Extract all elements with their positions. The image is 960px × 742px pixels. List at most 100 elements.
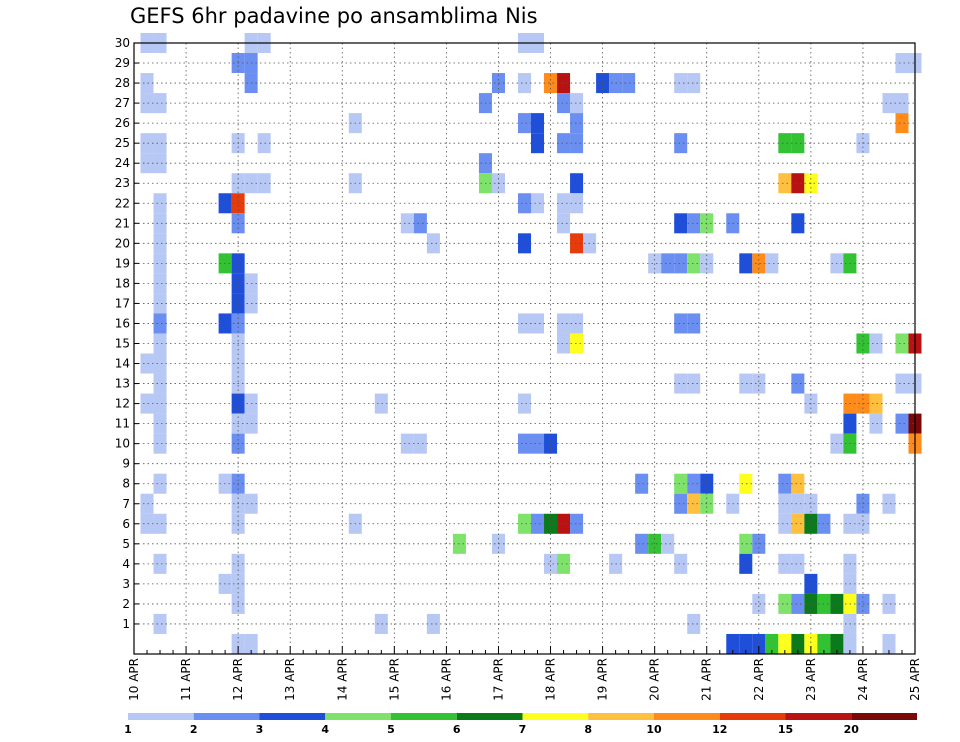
- y-tick-label: 25: [115, 136, 130, 150]
- heatmap-cell: [153, 313, 167, 334]
- colorbar-tick-label: 5: [387, 723, 395, 736]
- heatmap-cell: [817, 633, 831, 654]
- heatmap-cell: [140, 73, 154, 94]
- x-tick-label: 14 APR: [335, 658, 349, 701]
- colorbar-swatch: [719, 713, 786, 720]
- heatmap-cell: [856, 593, 870, 614]
- heatmap-cell: [153, 373, 167, 394]
- heatmap-cell: [517, 313, 532, 334]
- colorbar-swatch: [128, 713, 194, 720]
- x-tick-label: 12 APR: [231, 658, 245, 701]
- heatmap-cell: [687, 493, 701, 514]
- x-tick-label: 25 APR: [908, 658, 922, 701]
- heatmap-cell: [752, 373, 766, 394]
- heatmap-cell: [661, 253, 675, 274]
- heatmap-cell: [804, 513, 818, 534]
- heatmap-cell: [687, 313, 701, 334]
- heatmap-cell: [517, 73, 532, 94]
- x-tick-label: 20 APR: [648, 658, 662, 701]
- y-tick-label: 4: [122, 557, 130, 571]
- heatmap-cell: [557, 73, 571, 94]
- heatmap-cell: [687, 473, 701, 494]
- heatmap-cell: [778, 553, 792, 574]
- heatmap-cell: [674, 553, 688, 574]
- heatmap-cell: [791, 133, 805, 154]
- heatmap-cell: [804, 593, 818, 614]
- heatmap-cell: [752, 253, 766, 274]
- heatmap-cell: [231, 633, 245, 654]
- heatmap-cell: [374, 613, 388, 634]
- heatmap-cell: [544, 73, 558, 94]
- y-tick-label: 30: [115, 36, 130, 50]
- heatmap-cell: [531, 133, 545, 154]
- heatmap-cell: [153, 193, 167, 214]
- heatmap-cell: [140, 493, 154, 514]
- x-axis: 10 APR 11 APR 12 APR 13 APR 14 APR 15 APR 16 A…: [127, 646, 922, 701]
- heatmap-cell: [739, 553, 753, 574]
- colorbar-tick-label: 15: [778, 723, 793, 736]
- heatmap-cell: [843, 633, 857, 654]
- y-tick-label: 24: [115, 156, 130, 170]
- heatmap-cell: [557, 133, 571, 154]
- heatmap-cell: [778, 513, 792, 534]
- heatmap-cell: [791, 513, 805, 534]
- colorbar-swatch: [325, 713, 391, 720]
- heatmap-cell: [517, 233, 532, 254]
- colorbar-swatch: [193, 713, 260, 720]
- heatmap-cell: [882, 633, 896, 654]
- y-tick-label: 19: [115, 256, 130, 270]
- x-tick-label: 15 APR: [387, 658, 401, 701]
- heatmap-cell: [648, 253, 662, 274]
- y-tick-label: 12: [115, 397, 130, 411]
- colorbar-tick-label: 6: [453, 723, 461, 736]
- heatmap-cell: [765, 253, 779, 274]
- heatmap-cell: [426, 613, 440, 634]
- heatmap-cell: [426, 233, 440, 254]
- heatmap-cell: [153, 293, 167, 314]
- heatmap-cell: [153, 393, 167, 414]
- x-tick-label: 21 APR: [700, 658, 714, 701]
- heatmap-cell: [674, 493, 688, 514]
- heatmap-cell: [895, 93, 909, 114]
- y-tick-label: 13: [115, 377, 130, 391]
- heatmap-cell: [570, 513, 584, 534]
- y-tick-label: 22: [115, 196, 130, 210]
- chart-title: GEFS 6hr padavine po ansamblima Nis: [130, 4, 538, 28]
- y-tick-label: 11: [115, 417, 130, 431]
- y-tick-label: 27: [115, 96, 130, 110]
- y-tick-label: 3: [122, 577, 130, 591]
- heatmap-cell: [895, 113, 909, 134]
- heatmap-cell: [153, 273, 167, 294]
- grid-lines: [134, 42, 915, 654]
- heatmap-cell: [140, 353, 154, 374]
- x-tick-label: 13 APR: [283, 658, 297, 701]
- heatmap-cell: [257, 133, 271, 154]
- heatmap-cell: [153, 133, 167, 154]
- heatmap-cell: [778, 633, 792, 654]
- heatmap-cell: [153, 333, 167, 354]
- colorbar-swatch: [588, 713, 654, 720]
- colorbar-swatch: [522, 713, 589, 720]
- heatmap-cell: [557, 193, 571, 214]
- heatmap-cell: [869, 333, 883, 354]
- heatmap-cell: [570, 173, 584, 194]
- heatmap-cell: [413, 213, 427, 234]
- x-tick-label: 17 APR: [491, 658, 505, 701]
- heatmap-cell: [257, 173, 271, 194]
- heatmap-cell: [791, 493, 805, 514]
- heatmap-cell: [895, 333, 909, 354]
- heatmap-cell: [895, 413, 909, 434]
- y-axis: 1234567891011121314151617181920212223242…: [115, 36, 139, 631]
- heatmap-cell: [791, 173, 805, 194]
- heatmap-cell: [882, 593, 896, 614]
- x-tick-label: 22 APR: [752, 658, 766, 701]
- heatmap-cell: [153, 233, 167, 254]
- heatmap-cell: [153, 93, 167, 114]
- heatmap-cell: [674, 73, 688, 94]
- heatmap-cell: [856, 333, 870, 354]
- heatmap-cell: [739, 253, 753, 274]
- heatmap-cell: [153, 353, 167, 374]
- x-tick-label: 16 APR: [439, 658, 453, 701]
- y-tick-label: 1: [122, 617, 130, 631]
